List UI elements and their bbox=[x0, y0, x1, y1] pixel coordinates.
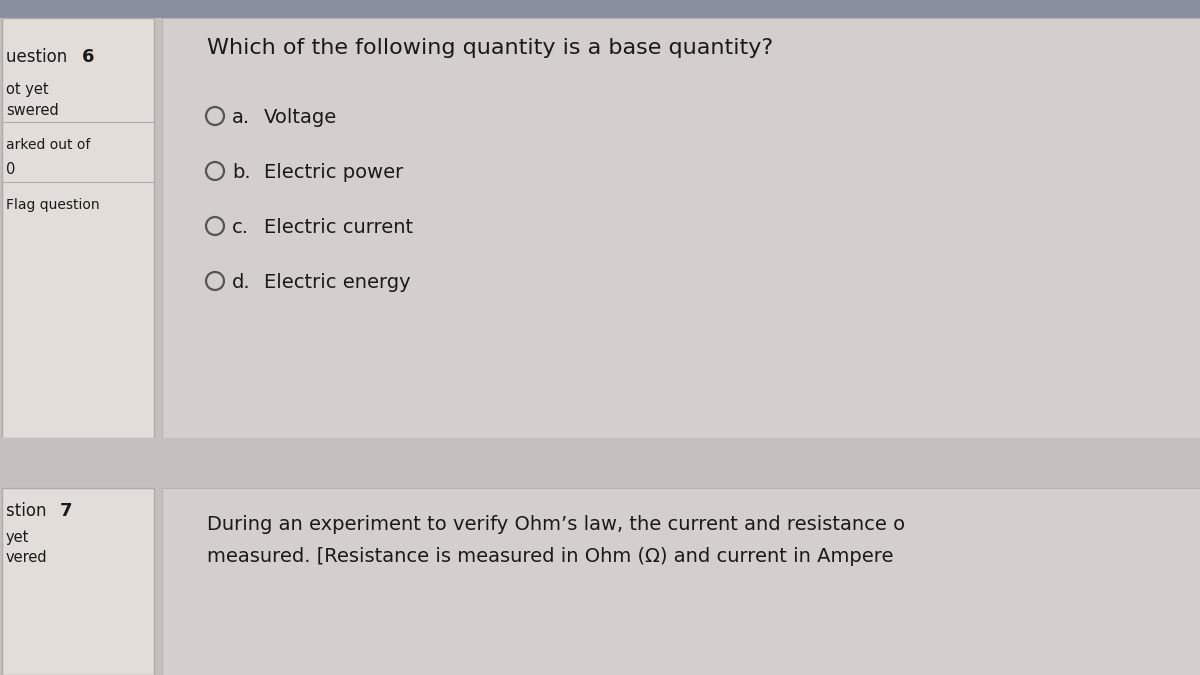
Text: 7: 7 bbox=[60, 502, 72, 520]
FancyBboxPatch shape bbox=[0, 438, 1200, 488]
Text: 0: 0 bbox=[6, 162, 16, 177]
Text: During an experiment to verify Ohm’s law, the current and resistance o: During an experiment to verify Ohm’s law… bbox=[208, 515, 905, 534]
Text: Electric energy: Electric energy bbox=[264, 273, 410, 292]
Text: ot yet: ot yet bbox=[6, 82, 49, 97]
Text: c.: c. bbox=[232, 218, 250, 237]
Text: Voltage: Voltage bbox=[264, 108, 337, 127]
FancyBboxPatch shape bbox=[0, 0, 1200, 18]
Text: stion: stion bbox=[6, 502, 52, 520]
Text: b.: b. bbox=[232, 163, 251, 182]
FancyBboxPatch shape bbox=[162, 488, 1200, 675]
FancyBboxPatch shape bbox=[162, 18, 1200, 438]
Text: vered: vered bbox=[6, 550, 48, 565]
Text: Electric power: Electric power bbox=[264, 163, 403, 182]
Text: Electric current: Electric current bbox=[264, 218, 413, 237]
Text: a.: a. bbox=[232, 108, 250, 127]
Text: 6: 6 bbox=[82, 48, 95, 66]
Text: d.: d. bbox=[232, 273, 251, 292]
Text: measured. [Resistance is measured in Ohm (Ω) and current in Ampere: measured. [Resistance is measured in Ohm… bbox=[208, 547, 894, 566]
Text: Which of the following quantity is a base quantity?: Which of the following quantity is a bas… bbox=[208, 38, 773, 58]
Text: swered: swered bbox=[6, 103, 59, 118]
FancyBboxPatch shape bbox=[2, 18, 154, 438]
Text: yet: yet bbox=[6, 530, 29, 545]
Text: Flag question: Flag question bbox=[6, 198, 100, 212]
Text: uestion: uestion bbox=[6, 48, 72, 66]
Text: arked out of: arked out of bbox=[6, 138, 90, 152]
FancyBboxPatch shape bbox=[2, 488, 154, 675]
